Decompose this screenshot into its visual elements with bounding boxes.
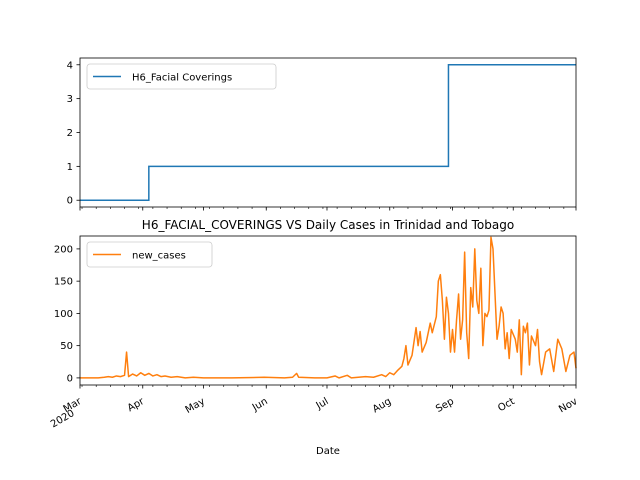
top-y-tick-label: 3: [67, 94, 73, 105]
top-legend: H6_Facial Coverings: [86, 63, 277, 90]
bottom-legend: new_cases: [86, 241, 213, 268]
top-legend-box: [86, 63, 277, 90]
chart-title: H6_FACIAL_COVERINGS VS Daily Cases in Tr…: [142, 218, 514, 232]
top-axes: 0 1 2 3 4 H6_Facial Coverings: [67, 57, 577, 211]
top-y-ticks: 0 1 2 3 4: [67, 60, 80, 207]
facial-coverings-line: [80, 64, 576, 201]
top-legend-label: H6_Facial Coverings: [132, 73, 232, 84]
bottom-y-tick-label: 50: [60, 341, 73, 352]
new-cases-line: [80, 236, 577, 379]
bottom-x-minor-ticks: [81, 385, 565, 387]
bottom-y-tick-label: 0: [67, 373, 73, 384]
top-y-tick-label: 1: [67, 162, 73, 173]
bottom-legend-box: [86, 241, 213, 268]
bottom-axes-frame: [79, 235, 577, 386]
bottom-y-tick-label: 200: [54, 244, 73, 255]
top-x-ticks: [79, 207, 577, 211]
bottom-legend-label: new_cases: [132, 251, 186, 262]
bottom-y-tick-label: 100: [54, 309, 73, 320]
top-y-tick-label: 2: [67, 128, 73, 139]
top-y-tick-label: 4: [67, 60, 73, 71]
top-y-tick-label: 0: [67, 196, 73, 207]
bottom-y-tick-label: 150: [54, 277, 73, 288]
x-axis-label: Date: [316, 446, 340, 457]
bottom-y-ticks: 0 50 100 150 200: [54, 244, 80, 384]
